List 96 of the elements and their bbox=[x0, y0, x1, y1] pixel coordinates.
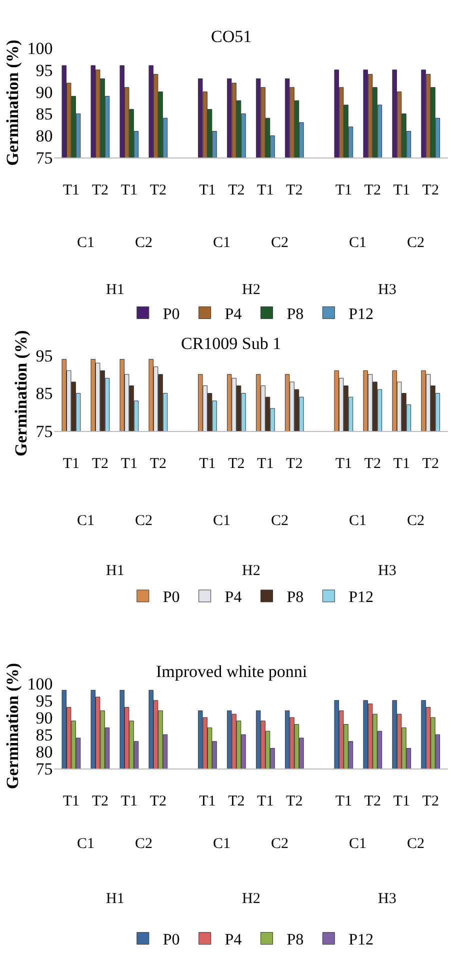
x-tick-label: T2 bbox=[92, 456, 109, 472]
text: C2 bbox=[407, 235, 425, 251]
legend-label: P12 bbox=[348, 589, 374, 606]
text: C1 bbox=[77, 513, 95, 529]
x-tick-label: T2 bbox=[228, 456, 245, 472]
legend-label: P4 bbox=[224, 932, 242, 949]
text: C2 bbox=[135, 235, 153, 251]
x-tick-label: T1 bbox=[335, 794, 352, 810]
text: C1 bbox=[213, 513, 231, 529]
text: H1 bbox=[106, 891, 124, 907]
y-tick-label: 90 bbox=[36, 708, 53, 728]
y-tick-label: 75 bbox=[36, 422, 53, 442]
y-tick-label: 75 bbox=[36, 148, 53, 168]
text: C2 bbox=[271, 513, 289, 529]
x-tick-label: T1 bbox=[393, 182, 410, 199]
x-tick-label: T2 bbox=[364, 456, 381, 472]
y-tick-label: 100 bbox=[27, 674, 53, 694]
y-tick-label: 85 bbox=[36, 104, 53, 124]
text: C2 bbox=[135, 836, 153, 852]
text: C2 bbox=[135, 513, 153, 529]
text: C2 bbox=[407, 513, 425, 529]
x-tick-label: T2 bbox=[228, 182, 245, 199]
text: H3 bbox=[378, 563, 396, 579]
x-tick-label: T2 bbox=[228, 794, 245, 810]
x-tick-label: T2 bbox=[150, 182, 166, 199]
x-tick-label: T2 bbox=[364, 182, 381, 199]
chart-title: Improved white ponni bbox=[156, 662, 308, 681]
legend-label: P0 bbox=[162, 932, 180, 949]
y-axis-title: Germination (%) bbox=[2, 662, 22, 790]
y-tick-label: 100 bbox=[27, 38, 53, 58]
text: H2 bbox=[242, 563, 260, 579]
x-tick-label: T1 bbox=[120, 182, 138, 199]
x-tick-label: T1 bbox=[393, 794, 410, 810]
y-axis-title: Germination (%) bbox=[2, 40, 22, 166]
y-tick-label: 95 bbox=[36, 60, 53, 80]
x-tick-label: T1 bbox=[62, 794, 80, 810]
x-tick-label: T1 bbox=[120, 456, 138, 472]
text: C1 bbox=[349, 513, 367, 529]
text: H2 bbox=[242, 282, 260, 298]
text: H1 bbox=[106, 282, 124, 298]
x-tick-label: T2 bbox=[422, 794, 439, 810]
y-tick-label: 80 bbox=[36, 742, 53, 762]
text: C1 bbox=[349, 836, 367, 852]
x-tick-label: T2 bbox=[150, 794, 166, 810]
text: C2 bbox=[271, 836, 289, 852]
y-tick-label: 80 bbox=[36, 126, 53, 146]
x-tick-label: T2 bbox=[286, 456, 303, 472]
x-tick-label: T2 bbox=[286, 182, 303, 199]
text: C1 bbox=[77, 235, 95, 251]
x-tick-label: T2 bbox=[92, 182, 109, 199]
x-tick-label: T1 bbox=[335, 456, 352, 472]
text: C2 bbox=[407, 836, 425, 852]
y-tick-label: 90 bbox=[36, 82, 53, 102]
text: C2 bbox=[271, 235, 289, 251]
x-tick-label: T1 bbox=[62, 456, 80, 472]
legend-label: P12 bbox=[348, 306, 374, 323]
y-tick-label: 95 bbox=[36, 691, 53, 710]
chart-title: CO51 bbox=[211, 27, 252, 46]
text: C1 bbox=[349, 235, 367, 251]
legend-label: P4 bbox=[224, 589, 242, 606]
x-tick-label: T2 bbox=[364, 794, 381, 810]
x-tick-label: T2 bbox=[422, 456, 439, 472]
legend-label: P12 bbox=[348, 932, 374, 949]
legend-label: P8 bbox=[286, 589, 304, 606]
text: C1 bbox=[77, 836, 95, 852]
legend-label: P0 bbox=[162, 306, 180, 323]
x-tick-label: T1 bbox=[199, 456, 216, 472]
text: H3 bbox=[378, 282, 396, 298]
x-tick-label: T1 bbox=[257, 456, 274, 472]
x-tick-label: T2 bbox=[150, 456, 166, 472]
legend-label: P8 bbox=[286, 932, 304, 949]
legend-label: P0 bbox=[162, 589, 180, 606]
x-tick-label: T1 bbox=[257, 182, 274, 199]
y-axis-title: Germination (%) bbox=[11, 330, 30, 456]
chart-title: CR1009 Sub 1 bbox=[181, 334, 282, 353]
y-tick-label: 95 bbox=[36, 346, 53, 366]
x-tick-label: T1 bbox=[62, 182, 80, 199]
text: H3 bbox=[378, 891, 396, 907]
legend-label: P4 bbox=[224, 306, 242, 323]
text: H2 bbox=[242, 891, 260, 907]
legend-label: P8 bbox=[286, 306, 304, 323]
x-tick-label: T1 bbox=[199, 794, 216, 810]
x-tick-label: T1 bbox=[335, 182, 352, 199]
x-tick-label: T1 bbox=[120, 794, 138, 810]
text: C1 bbox=[213, 235, 231, 251]
text: H1 bbox=[106, 563, 124, 579]
x-tick-label: T2 bbox=[422, 182, 439, 199]
x-tick-label: T1 bbox=[393, 456, 410, 472]
y-tick-label: 85 bbox=[36, 384, 53, 404]
y-tick-label: 75 bbox=[36, 760, 53, 779]
y-tick-label: 85 bbox=[36, 726, 53, 745]
x-tick-label: T2 bbox=[92, 794, 109, 810]
x-tick-label: T1 bbox=[257, 794, 274, 810]
x-tick-label: T2 bbox=[286, 794, 303, 810]
x-tick-label: T1 bbox=[199, 182, 216, 199]
text: C1 bbox=[213, 836, 231, 852]
